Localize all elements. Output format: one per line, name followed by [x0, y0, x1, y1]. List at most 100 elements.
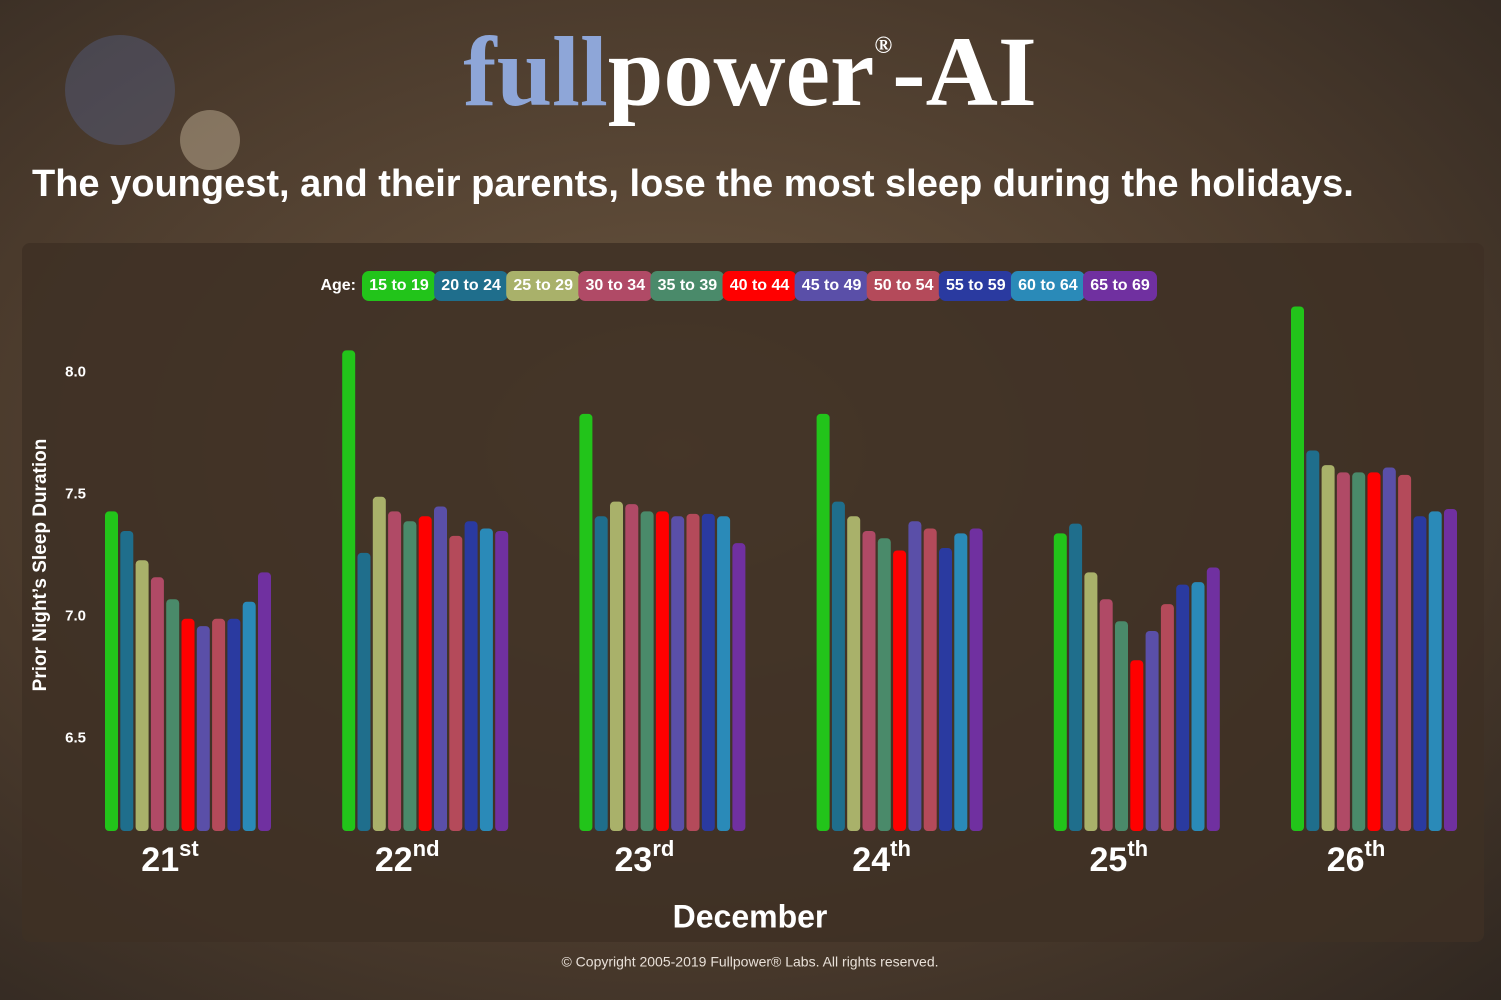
legend-swatch: [866, 271, 941, 301]
bar: [242, 601, 256, 831]
legend-swatch: [578, 271, 653, 301]
legend-swatch: [1083, 271, 1157, 301]
bar: [166, 599, 180, 831]
x-tick-label: 25th: [1090, 836, 1149, 879]
legend-label: 55 to 59: [946, 277, 1006, 294]
bar: [671, 516, 685, 831]
bar: [831, 501, 845, 831]
bar: [1053, 533, 1067, 831]
bar: [1130, 660, 1144, 831]
bar: [1291, 306, 1304, 831]
legend-title: Age:: [320, 277, 356, 294]
bar: [1352, 472, 1366, 831]
bar: [1367, 472, 1381, 831]
bar: [227, 618, 241, 831]
legend-swatch: [434, 271, 509, 301]
bar: [1115, 621, 1128, 831]
bar: [717, 516, 731, 831]
legend-swatch: [938, 271, 1013, 301]
bar: [495, 530, 509, 831]
x-tick-label-suffix: rd: [652, 836, 674, 861]
bar: [1321, 465, 1335, 831]
bar: [655, 511, 669, 831]
bokeh: [65, 35, 175, 145]
bar: [1084, 572, 1098, 831]
x-tick-label: 23rd: [614, 836, 674, 879]
bar: [135, 560, 149, 831]
legend-label: 50 to 54: [874, 277, 934, 294]
legend-label: 45 to 49: [802, 277, 862, 294]
bar: [1382, 467, 1396, 831]
x-tick-label: 24th: [852, 836, 911, 879]
legend-label: 60 to 64: [1018, 277, 1078, 294]
x-tick-label-day: 25: [1090, 841, 1128, 879]
bar: [1413, 516, 1427, 831]
bar: [1191, 582, 1205, 831]
bar: [579, 413, 593, 831]
bar: [1336, 472, 1350, 831]
x-tick-label-suffix: nd: [413, 836, 440, 861]
bar: [434, 506, 447, 831]
bar: [357, 552, 371, 831]
bar: [877, 538, 891, 831]
legend-swatch: [506, 271, 581, 301]
bar: [923, 528, 937, 831]
legend-label: 15 to 19: [369, 277, 429, 294]
bar: [258, 572, 271, 831]
legend-swatch: [362, 271, 436, 301]
bar: [908, 521, 922, 831]
bar: [150, 577, 164, 831]
bar: [342, 350, 356, 831]
x-tick-label-day: 23: [614, 841, 652, 879]
x-tick-label-suffix: th: [1127, 836, 1148, 861]
bar: [701, 513, 715, 831]
copyright: © Copyright 2005-2019 Fullpower® Labs. A…: [561, 954, 938, 970]
x-tick-label-suffix: th: [890, 836, 911, 861]
legend-label: 25 to 29: [513, 277, 573, 294]
bar: [464, 521, 478, 831]
bar: [449, 535, 463, 831]
chart-title: The youngest, and their parents, lose th…: [32, 163, 1354, 205]
x-tick-label-day: 26: [1327, 841, 1365, 879]
bar: [388, 511, 402, 831]
bokeh: [180, 110, 240, 170]
x-tick-label: 21st: [141, 836, 199, 879]
bar: [610, 501, 623, 831]
bar: [1398, 474, 1412, 831]
bar: [625, 504, 639, 831]
y-tick-label: 6.5: [65, 729, 86, 746]
y-tick-label: 7.0: [65, 607, 86, 624]
x-tick-label-suffix: th: [1365, 836, 1386, 861]
bar: [862, 530, 876, 831]
bar: [1444, 508, 1457, 831]
bar: [418, 516, 432, 831]
bar: [939, 548, 952, 831]
bar: [816, 413, 830, 831]
legend-label: 40 to 44: [730, 277, 790, 294]
bar: [847, 516, 861, 831]
logo: fullpower®-AI: [463, 16, 1036, 127]
bar: [120, 530, 134, 831]
bar: [1306, 450, 1320, 831]
x-tick-label-day: 24: [852, 841, 890, 879]
bar: [403, 521, 417, 831]
legend-label: 35 to 39: [658, 277, 718, 294]
y-tick-label: 8.0: [65, 363, 86, 380]
bar: [479, 528, 493, 831]
bar: [196, 626, 210, 831]
bar: [181, 618, 195, 831]
bar: [969, 528, 983, 831]
bar: [212, 618, 226, 831]
y-tick-label: 7.5: [65, 485, 86, 502]
bar: [372, 496, 386, 831]
bar: [893, 550, 907, 831]
bar: [1145, 630, 1159, 831]
legend-swatch: [650, 271, 725, 301]
bar: [1069, 523, 1083, 831]
bar: [954, 533, 968, 831]
bar: [105, 511, 118, 831]
panel: [22, 243, 1484, 942]
x-axis-title: December: [673, 898, 828, 934]
x-tick-label-day: 21: [141, 841, 179, 879]
